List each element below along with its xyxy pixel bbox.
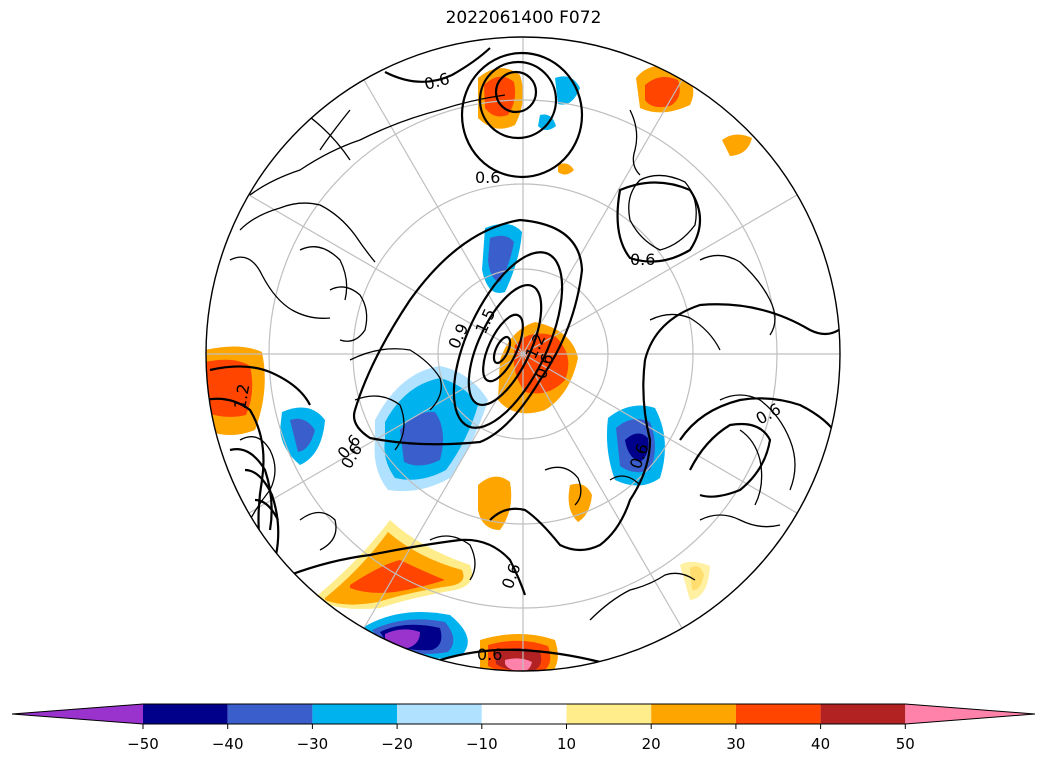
contour-label: 0.9 <box>444 321 472 352</box>
colorbar-tick-label: −50 <box>127 735 159 753</box>
plot-title: 2022061400 F072 <box>445 8 602 28</box>
contour-label: 1.2 <box>230 382 253 410</box>
shaded-anomalies <box>206 65 752 671</box>
contour-label: 0.6 <box>498 561 525 591</box>
colorbar-bin <box>820 704 906 724</box>
colorbar-bin <box>905 704 1035 724</box>
contour-label: 0.6 <box>753 399 785 428</box>
colorbar-tick-label: 40 <box>811 735 830 753</box>
colorbar-bin <box>735 704 821 724</box>
colorbar-bin <box>143 704 228 724</box>
contours <box>206 47 840 664</box>
colorbar-tick-label: 10 <box>557 735 576 753</box>
graticule <box>206 37 840 671</box>
colorbar-tick-label: 30 <box>726 735 745 753</box>
colorbar-tick-label: −20 <box>381 735 413 753</box>
colorbar-bin <box>312 704 398 724</box>
colorbar-tick-label: −10 <box>466 735 498 753</box>
colorbar-tick-label: 50 <box>896 735 915 753</box>
colorbar-bin <box>651 704 736 724</box>
colorbar-bin <box>397 704 482 724</box>
colorbar-bin <box>481 704 567 724</box>
colorbar: −50 −40 −30 −20 −10 10 20 30 40 50 <box>11 703 1036 753</box>
colorbar-tick-label: 20 <box>642 735 661 753</box>
map-boundary <box>205 36 841 672</box>
coastlines <box>229 94 796 621</box>
map-disc: 0.6 0.6 0.6 0.6 0.9 1.2 1.5 0.6 0.6 0.6 … <box>206 37 840 671</box>
colorbar-bin <box>227 704 313 724</box>
colorbar-bin <box>12 704 143 724</box>
contour-label: 0.6 <box>477 645 502 664</box>
contour-label: 0.6 <box>475 168 500 187</box>
contour-label: 0.6 <box>422 69 452 94</box>
contour-label: 0.6 <box>630 250 655 269</box>
colorbar-tick-label: −40 <box>212 735 244 753</box>
colorbar-tick-label: −30 <box>297 735 329 753</box>
colorbar-bin <box>566 704 652 724</box>
